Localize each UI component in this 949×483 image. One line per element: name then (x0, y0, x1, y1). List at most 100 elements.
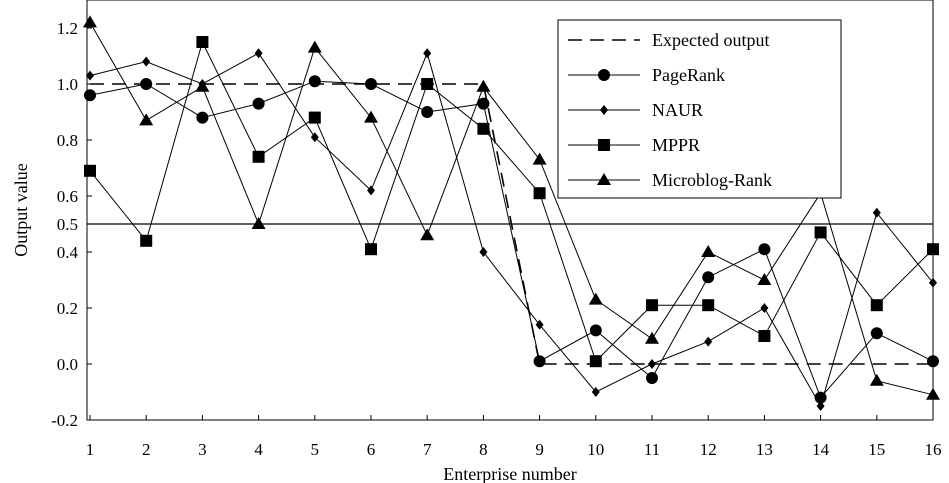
data-point-naur (86, 70, 94, 81)
data-point-pagerank (308, 75, 321, 88)
x-tick-label: 7 (423, 440, 432, 459)
data-point-mppr (421, 78, 434, 90)
x-tick-label: 5 (311, 440, 320, 459)
data-point-pagerank (252, 97, 265, 110)
data-point-naur (929, 277, 937, 288)
legend-label-naur: NAUR (652, 100, 703, 120)
data-point-mppr (646, 299, 658, 312)
data-point-microblog-rank (701, 245, 716, 257)
x-tick-label: 2 (142, 440, 151, 459)
data-point-naur (648, 359, 656, 369)
data-point-pagerank (870, 327, 883, 340)
y-tick-label: 1.0 (57, 75, 78, 94)
plot-frame (86, 0, 934, 421)
legend-label-microblog-rank: Microblog-Rank (652, 170, 772, 190)
data-point-microblog-rank (307, 40, 322, 53)
data-point-pagerank (421, 106, 434, 118)
x-tick-label: 10 (587, 440, 604, 459)
data-point-pagerank (477, 97, 490, 110)
x-tick-label: 14 (812, 440, 830, 459)
data-point-mppr (84, 164, 96, 177)
series-line-microblog-rank (89, 22, 934, 396)
data-point-mppr (702, 299, 715, 312)
data-point-microblog-rank (476, 79, 491, 92)
y-tick-label: 0.0 (57, 355, 78, 374)
data-point-mppr (927, 243, 939, 256)
series-pagerank (84, 75, 939, 404)
series-group (83, 15, 940, 411)
data-point-naur (704, 336, 713, 347)
data-point-mppr (477, 122, 490, 135)
data-point-naur (872, 207, 881, 218)
x-tick-label: 11 (644, 440, 660, 459)
x-tick-label: 13 (756, 440, 773, 459)
data-point-pagerank (646, 372, 658, 384)
x-tick-label: 3 (198, 440, 207, 459)
x-tick-label: 6 (367, 440, 376, 459)
y-tick-label: 0.4 (57, 243, 79, 262)
data-point-pagerank (196, 111, 209, 124)
legend-label-pagerank: PageRank (652, 65, 725, 85)
data-point-pagerank (533, 355, 546, 368)
data-point-pagerank (927, 355, 939, 368)
data-point-pagerank (140, 78, 153, 90)
y-axis-ticks: -0.2 0.0 0.2 0.4 0.5 0.6 0.8 1.0 1.2 (51, 19, 92, 430)
y-tick-label: -0.2 (51, 411, 78, 430)
x-tick-label: 12 (700, 440, 717, 459)
data-point-naur (310, 132, 319, 143)
y-tick-label: 0.2 (57, 299, 78, 318)
x-axis-title: Enterprise number (443, 464, 576, 483)
data-point-microblog-rank (139, 113, 154, 126)
x-tick-label: 9 (535, 440, 544, 459)
x-axis-ticks: 1 2 3 4 5 6 7 8 9 10 11 12 13 14 15 16 (86, 415, 942, 459)
data-point-naur (423, 48, 432, 59)
legend-marker-microblog-rank (597, 173, 611, 185)
data-point-naur (591, 387, 600, 397)
x-tick-label: 16 (925, 440, 942, 459)
data-point-microblog-rank (588, 292, 603, 305)
series-line-naur (89, 51, 934, 408)
y-tick-label: 0.6 (57, 187, 78, 206)
series-expected-output (90, 83, 933, 365)
legend-label-expected-output: Expected output (652, 30, 769, 50)
x-tick-label: 8 (479, 440, 488, 459)
data-point-mppr (589, 355, 602, 368)
legend: Expected output PageRank NAUR MPPR Microblog… (557, 19, 842, 199)
data-point-mppr (814, 226, 827, 239)
x-tick-label: 15 (868, 440, 885, 459)
data-point-microblog-rank (83, 15, 97, 28)
legend-marker-mppr (598, 139, 610, 151)
legend-marker-pagerank (598, 69, 610, 81)
data-point-microblog-rank (757, 273, 772, 285)
data-point-pagerank (84, 89, 96, 102)
data-point-mppr (252, 150, 265, 163)
data-point-naur (142, 56, 151, 67)
data-point-mppr (758, 330, 771, 342)
data-point-microblog-rank (926, 387, 940, 400)
data-point-naur (254, 48, 263, 59)
data-point-mppr (196, 36, 209, 48)
series-mppr (84, 36, 939, 368)
legend-label-mppr: MPPR (652, 135, 700, 155)
data-point-naur (479, 247, 488, 257)
x-tick-label: 1 (86, 440, 95, 459)
data-point-microblog-rank (869, 373, 884, 386)
data-point-mppr (140, 234, 153, 247)
data-point-naur (816, 401, 825, 411)
x-tick-label: 4 (254, 440, 263, 459)
series-line-expected-output (90, 83, 933, 365)
data-point-pagerank (702, 271, 715, 284)
legend-marker-naur (600, 105, 608, 115)
data-point-naur (760, 303, 769, 313)
data-point-mppr (365, 243, 377, 256)
series-line-pagerank (89, 80, 934, 399)
data-point-naur (535, 319, 544, 330)
y-tick-label: 1.2 (57, 19, 78, 38)
data-point-microblog-rank (420, 228, 435, 241)
data-point-microblog-rank (532, 152, 547, 165)
data-point-mppr (308, 111, 321, 124)
data-point-mppr (870, 299, 883, 312)
data-point-microblog-rank (195, 79, 210, 92)
y-tick-label: 0.8 (57, 131, 78, 150)
